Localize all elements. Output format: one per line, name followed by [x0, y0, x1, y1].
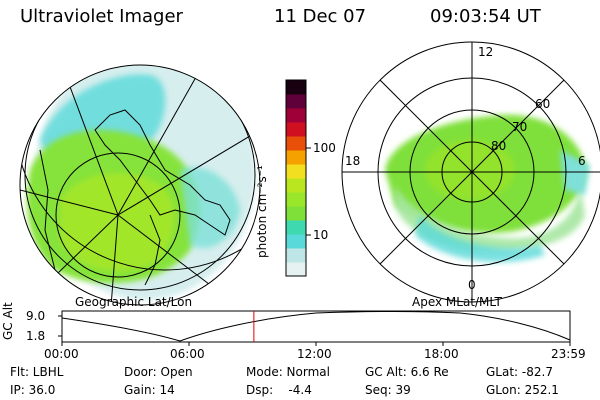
- colorbar-swatch: [286, 122, 306, 137]
- colorbar-swatch: [286, 80, 306, 95]
- colorbar-swatch: [286, 164, 306, 179]
- altitude-xtick-1: 06:00: [170, 347, 205, 361]
- mlat-label-60: 60: [535, 97, 551, 111]
- status-glon: GLon: 252.1: [486, 383, 559, 397]
- colorbar-swatch: [286, 178, 306, 193]
- colorbar-tick-100: 100: [313, 141, 336, 155]
- mlt-label-18: 18: [345, 154, 361, 168]
- colorbar-swatch: [286, 206, 306, 221]
- colorbar-swatch: [286, 220, 306, 235]
- status-ip: IP: 36.0: [10, 383, 56, 397]
- colorbar-swatch: [286, 150, 306, 165]
- altitude-xtick-0: 00:00: [44, 347, 79, 361]
- apex-polar-plot: [341, 41, 600, 303]
- status-gc-alt: GC Alt: 6.6 Re: [365, 365, 449, 379]
- colorbar-swatch: [286, 248, 306, 263]
- colorbar-swatch: [286, 192, 306, 207]
- altitude-xtick-3: 18:00: [424, 347, 459, 361]
- geographic-map: [19, 64, 261, 306]
- colorbar-swatch: [286, 234, 306, 249]
- altitude-ytick-low: 1.8: [26, 329, 46, 343]
- colorbar-swatch: [286, 94, 306, 109]
- apex-panel-caption: Apex MLat/MLT: [412, 295, 502, 309]
- altitude-ytick-high: 9.0: [26, 309, 46, 323]
- status-mode: Mode: Normal: [246, 365, 330, 379]
- mlt-label-12: 12: [478, 45, 494, 59]
- colorbar-swatches: [286, 80, 306, 277]
- mlt-label-0: 0: [468, 278, 476, 292]
- colorbar-swatch: [286, 136, 306, 151]
- date-label: 11 Dec 07: [274, 6, 367, 27]
- mlat-label-80: 80: [491, 139, 507, 153]
- status-dsp: Dsp: -4.4: [246, 383, 312, 397]
- instrument-title: Ultraviolet Imager: [20, 6, 183, 27]
- status-glat: GLat: -82.7: [486, 365, 553, 379]
- geo-panel-caption: Geographic Lat/Lon: [75, 295, 193, 309]
- colorbar: [285, 79, 311, 277]
- altitude-ylabel: GC Alt: [1, 302, 15, 340]
- time-label: 09:03:54 UT: [430, 6, 541, 27]
- mlt-label-6: 6: [578, 154, 586, 168]
- colorbar-swatch: [286, 108, 306, 123]
- altitude-xtick-4: 23:59: [551, 347, 586, 361]
- altitude-xtick-2: 12:00: [297, 347, 332, 361]
- status-door: Door: Open: [124, 365, 193, 379]
- colorbar-unit-label: photon cm⁻²s⁻¹: [255, 165, 269, 258]
- status-seq: Seq: 39: [365, 383, 411, 397]
- altitude-plot: [58, 310, 571, 346]
- colorbar-tick-10: 10: [313, 228, 329, 242]
- status-gain: Gain: 14: [124, 383, 175, 397]
- status-filter: Flt: LBHL: [10, 365, 64, 379]
- colorbar-swatch: [286, 262, 306, 277]
- mlat-label-70: 70: [512, 120, 528, 134]
